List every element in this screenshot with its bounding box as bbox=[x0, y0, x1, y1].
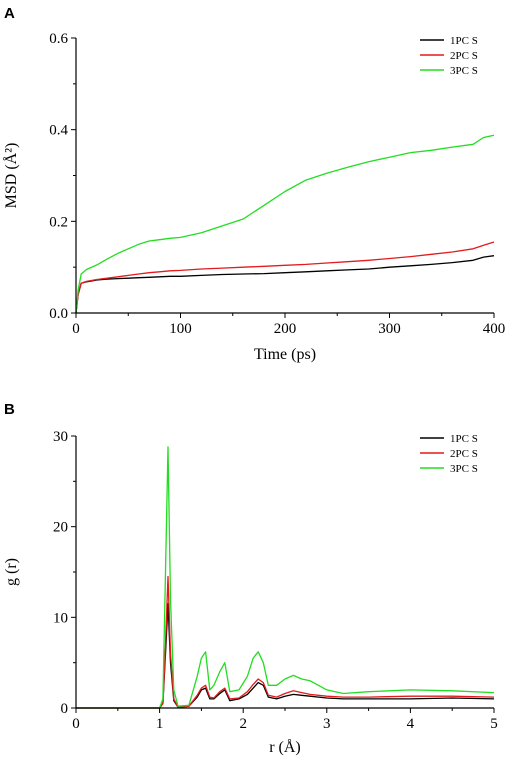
x-axis-label: Time (ps) bbox=[254, 346, 316, 363]
series-line-1 bbox=[75, 255, 495, 314]
x-tick-label: 300 bbox=[378, 321, 401, 337]
x-tick-label: 200 bbox=[274, 321, 297, 337]
rdf-panel: B 0 1 2 3 4 5 0 10 20 30 r (Å) g (r) 1PC S 2PC S 3PC S bbox=[3, 401, 498, 756]
panel-letter-b: B bbox=[4, 401, 15, 418]
legend-label: 1PC S bbox=[450, 35, 478, 47]
x-tick-label: 400 bbox=[483, 321, 506, 337]
x-tick-label: 0 bbox=[72, 321, 80, 337]
x-tick-label: 5 bbox=[490, 716, 498, 732]
y-tick-label: 0.0 bbox=[49, 306, 68, 322]
msd-panel: A 0 100 200 300 400 0.0 0.2 0.4 0.6 Time (ps) MSD … bbox=[2, 5, 505, 363]
legend-label: 1PC S bbox=[450, 433, 478, 445]
y-tick-label: 0.4 bbox=[49, 123, 68, 139]
series-line-2 bbox=[75, 241, 495, 314]
y-axis-label: MSD (Å²) bbox=[2, 143, 20, 209]
y-tick-label: 0 bbox=[61, 701, 69, 717]
series-line-3 bbox=[76, 446, 495, 709]
y-axis-label: g (r) bbox=[3, 558, 20, 586]
y-tick-label: 0.6 bbox=[49, 31, 68, 47]
series-line-1 bbox=[76, 603, 495, 709]
series-line-3 bbox=[75, 134, 495, 314]
y-tick-label: 30 bbox=[53, 429, 68, 445]
y-tick-label: 10 bbox=[53, 610, 68, 626]
legend-label: 3PC S bbox=[450, 463, 478, 475]
series-line-2 bbox=[76, 575, 495, 709]
x-tick-label: 0 bbox=[72, 716, 80, 732]
x-tick-label: 2 bbox=[239, 716, 247, 732]
y-tick-label: 20 bbox=[53, 520, 68, 536]
x-tick-label: 3 bbox=[323, 716, 331, 732]
legend-label: 2PC S bbox=[450, 50, 478, 62]
legend-label: 2PC S bbox=[450, 448, 478, 460]
x-tick-label: 4 bbox=[407, 716, 415, 732]
y-tick-label: 0.2 bbox=[49, 214, 68, 230]
x-axis-label: r (Å) bbox=[269, 738, 301, 756]
legend-label: 3PC S bbox=[450, 65, 478, 77]
x-tick-label: 100 bbox=[169, 321, 192, 337]
x-tick-label: 1 bbox=[156, 716, 164, 732]
panel-letter-a: A bbox=[4, 5, 15, 22]
